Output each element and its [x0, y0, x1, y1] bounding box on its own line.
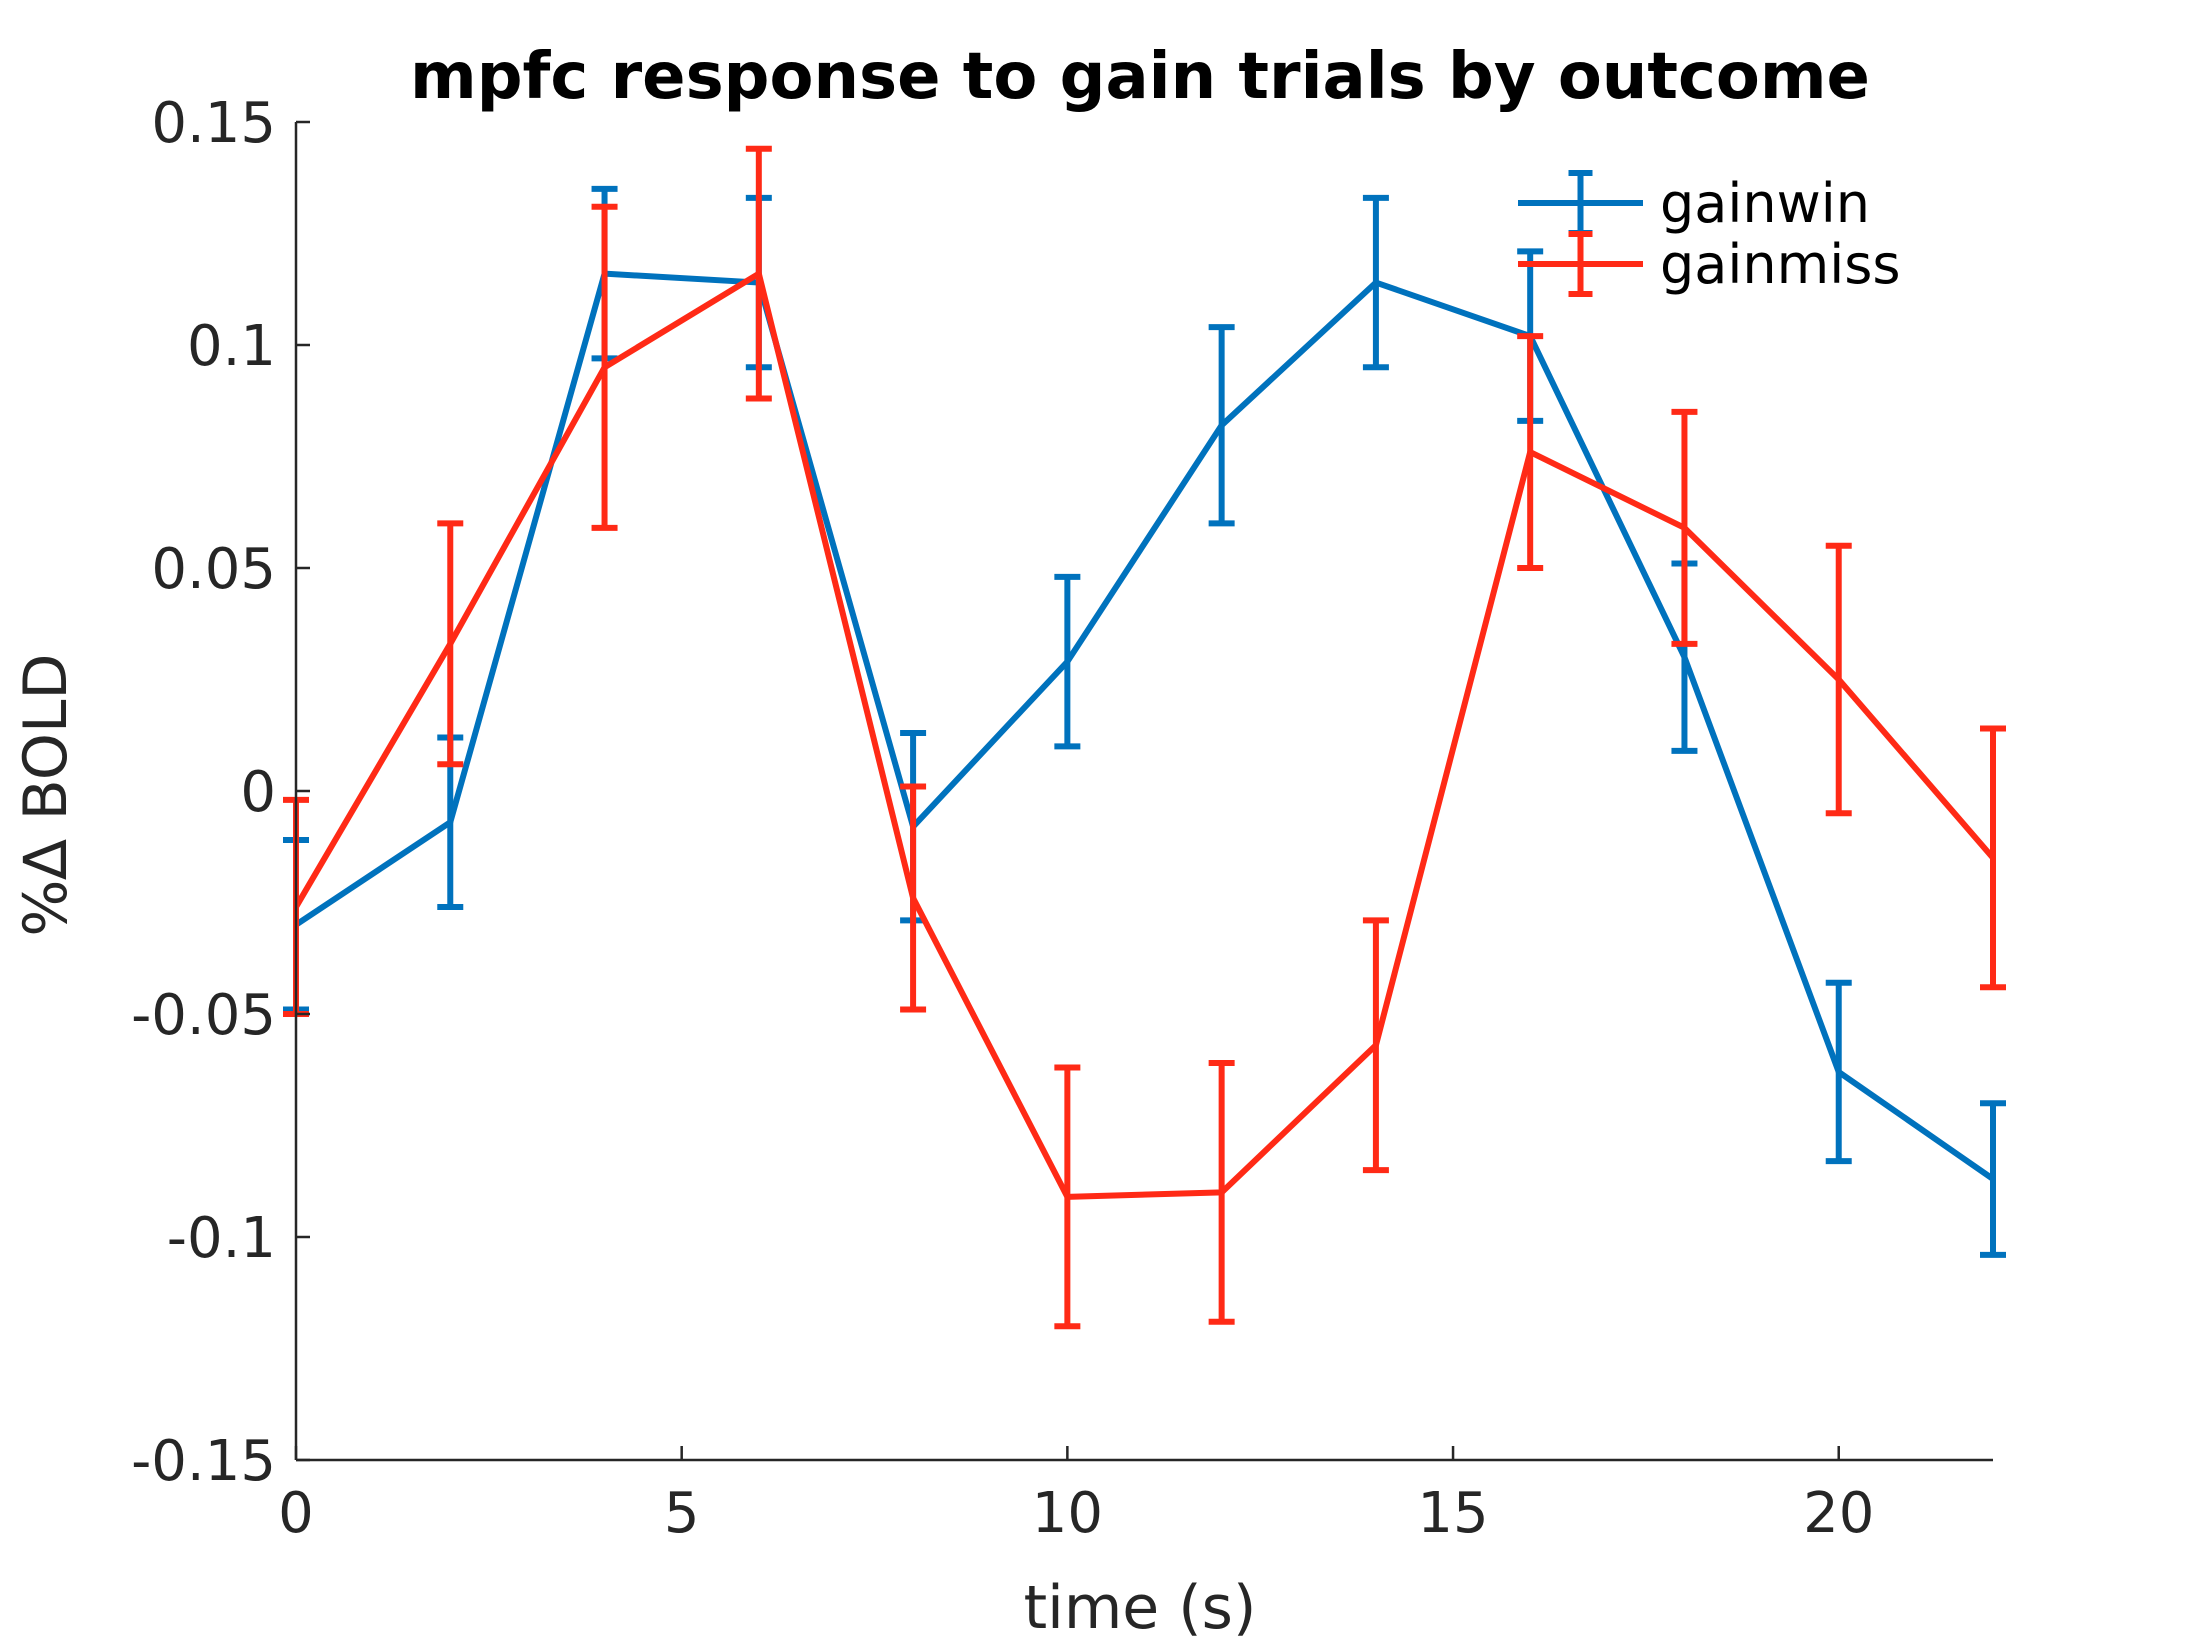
y-axis-label: %∆ BOLD: [11, 653, 81, 936]
legend-label-gainwin: gainwin: [1660, 172, 1870, 235]
legend-label-gainmiss: gainmiss: [1660, 233, 1900, 296]
x-tick-label: 20: [1803, 1481, 1874, 1546]
error-bar-gainmiss: [1208, 1060, 1235, 1325]
x-tick-label: 5: [664, 1481, 700, 1546]
y-tick-label: 0.1: [187, 314, 276, 379]
error-bar-gainmiss: [1671, 408, 1698, 647]
y-tick-label: 0.15: [151, 91, 276, 156]
axes: 0 5 10 15 20 -0.15 -0.1 -0.05 0 0.05 0.1 0.15: [131, 91, 1993, 1546]
plot-area: [283, 145, 2006, 1330]
error-bar-gainmiss: [1362, 917, 1389, 1174]
y-tick-label: 0.05: [151, 537, 276, 602]
legend-item-gainmiss: gainmiss: [1518, 231, 1900, 297]
error-bar-gainmiss: [591, 203, 618, 531]
chart-title: mpfc response to gain trials by outcome: [410, 40, 1870, 114]
x-tick-label: 10: [1032, 1481, 1103, 1546]
series-gainmiss: [283, 145, 2006, 1330]
error-bar-gainmiss: [1980, 725, 2006, 991]
error-bar-gainwin: [1980, 1100, 2006, 1258]
x-axis-label: time (s): [1024, 1573, 1257, 1641]
x-tick-label: 15: [1417, 1481, 1488, 1546]
error-bar-gainmiss: [900, 783, 927, 1013]
error-bar-gainmiss: [1054, 1064, 1081, 1330]
series-gainwin: [283, 185, 2006, 1258]
error-bar-gainwin: [1208, 324, 1235, 527]
series-line-gainmiss: [293, 270, 1996, 1200]
error-bar-gainwin: [1054, 573, 1081, 750]
error-bar-gainwin: [1825, 979, 1852, 1165]
y-tick-label: 0: [240, 760, 276, 825]
error-bar-gainmiss: [745, 145, 772, 402]
series-line-gainwin: [294, 270, 1995, 1182]
y-tick-label: -0.15: [131, 1429, 276, 1494]
error-bar-gainmiss: [437, 520, 464, 768]
error-bar-gainwin: [1362, 194, 1389, 371]
error-bar-gainmiss: [1517, 333, 1544, 571]
y-tick-label: -0.1: [167, 1206, 276, 1271]
legend-item-gainwin: gainwin: [1518, 170, 1870, 236]
error-bar-gainmiss: [1825, 542, 1852, 817]
y-tick-label: -0.05: [131, 983, 276, 1048]
x-tick-label: 0: [278, 1481, 314, 1546]
